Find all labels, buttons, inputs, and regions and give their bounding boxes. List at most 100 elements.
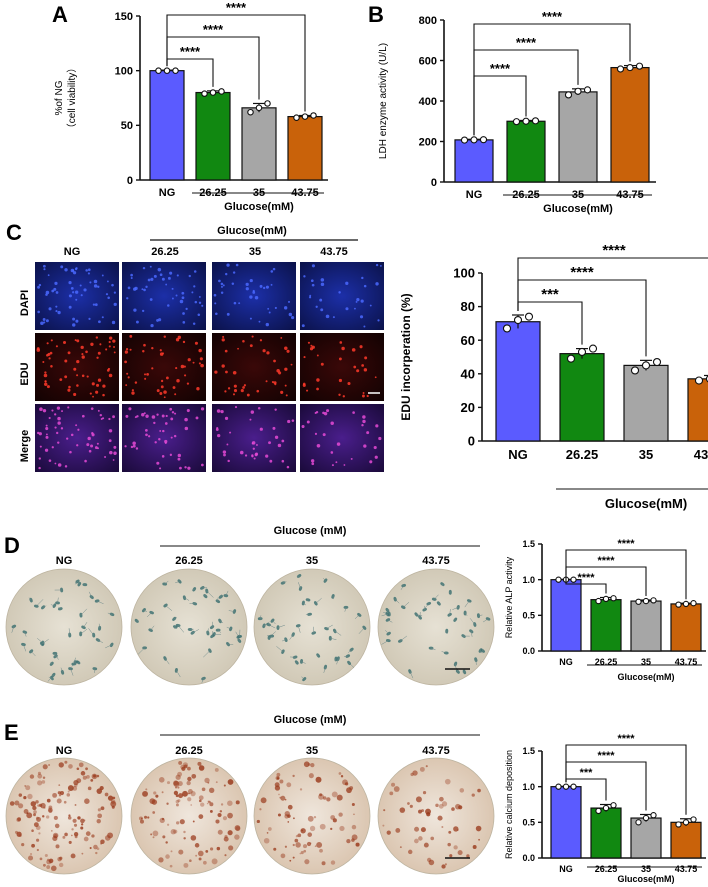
cell-dot [285, 394, 288, 397]
y-axis-label-D: Relative ALP activity [504, 556, 514, 638]
cell-dot [200, 363, 204, 368]
stain-deposit [177, 771, 183, 777]
stain-deposit [304, 859, 310, 865]
data-point-B [626, 63, 634, 72]
cell-dot [40, 321, 44, 325]
cell-dot [291, 316, 295, 320]
stain-deposit [295, 842, 301, 848]
stain-deposit [444, 778, 451, 785]
stain-deposit [315, 776, 322, 783]
cell-process [303, 602, 307, 606]
cell-dot [132, 441, 136, 445]
cell-dot [280, 390, 284, 394]
cell-dot [143, 343, 146, 347]
stain-deposit [444, 863, 447, 866]
cell-dot [200, 407, 205, 411]
stain-deposit [107, 795, 114, 801]
cell-dot [48, 307, 52, 311]
stain-deposit [459, 788, 465, 793]
stain-deposit [165, 854, 170, 859]
cell-dot [64, 268, 68, 272]
cell-dot [338, 378, 343, 383]
bar-E-3 [670, 821, 702, 859]
cell-dot [131, 389, 134, 392]
stain-deposit [260, 797, 267, 804]
stain-deposit [42, 776, 46, 780]
cell-dot [266, 351, 270, 355]
cell-dot [269, 459, 273, 463]
stain-deposit [478, 838, 481, 841]
cell-dot [154, 441, 157, 444]
cell-dot [222, 284, 225, 287]
cell-dot [70, 433, 74, 437]
cell-dot [352, 411, 355, 414]
stain-deposit [176, 821, 180, 825]
cell-process [50, 662, 52, 664]
stain-deposit [414, 826, 420, 832]
stain-deposit [141, 817, 143, 820]
cell-dot [96, 356, 99, 359]
stain-deposit [187, 766, 191, 771]
stain-deposit [395, 828, 401, 833]
data-point-E [642, 814, 650, 822]
cell-dot [237, 347, 239, 350]
stain-deposit [58, 862, 64, 868]
data-point-D [555, 576, 562, 583]
data-point-D [675, 601, 682, 608]
stain-deposit [441, 826, 444, 829]
cell-dot [151, 367, 154, 370]
cell-dot [323, 411, 328, 416]
stain-deposit [278, 793, 280, 796]
cell-process [446, 631, 448, 634]
cell-process [381, 613, 388, 617]
stain-deposit [100, 806, 105, 811]
stain-deposit [227, 830, 233, 836]
stain-deposit [223, 784, 226, 787]
stain-deposit [340, 775, 344, 778]
cell-dot [369, 304, 372, 307]
cell-process [400, 635, 408, 642]
cell-dot [249, 295, 253, 299]
cell-process [326, 624, 333, 629]
stain-deposit [349, 786, 354, 791]
cell-dot [70, 268, 75, 273]
cell-dot [134, 381, 138, 384]
cell-dot [169, 271, 173, 275]
stain-well-image [130, 757, 248, 875]
stain-deposit [409, 804, 413, 808]
cell-dot [198, 348, 202, 353]
cell-process [211, 621, 213, 628]
cell-dot [127, 376, 130, 379]
cell-dot [133, 308, 137, 312]
data-point-B [574, 87, 582, 95]
cell-dot [320, 278, 325, 282]
cell-dot [94, 303, 98, 307]
stain-deposit [355, 842, 360, 847]
stain-deposit [407, 849, 413, 855]
stain-deposit [297, 833, 302, 838]
stain-deposit [430, 836, 435, 841]
cell-process [174, 626, 176, 630]
cell-dot [75, 424, 78, 427]
data-point-D [610, 595, 617, 602]
stain-deposit [292, 856, 295, 859]
stain-deposit [97, 813, 103, 819]
cell-dot [226, 312, 230, 316]
stain-well-image [5, 757, 123, 875]
stain-deposit [435, 803, 439, 808]
cell-dot [316, 444, 321, 448]
cell-dot [108, 439, 112, 443]
data-point-E [610, 802, 617, 809]
col-label-35: 35 [249, 246, 261, 258]
cell-process [296, 575, 300, 578]
cell-dot [156, 389, 160, 393]
cell-dot [274, 383, 277, 386]
cell-dot [107, 296, 110, 300]
cell-dot [375, 424, 379, 428]
cell-dot [359, 315, 364, 319]
sig-bracket-E [565, 744, 687, 815]
cell-dot [303, 356, 306, 359]
cell-dot [37, 285, 40, 289]
cell-dot [356, 298, 360, 302]
